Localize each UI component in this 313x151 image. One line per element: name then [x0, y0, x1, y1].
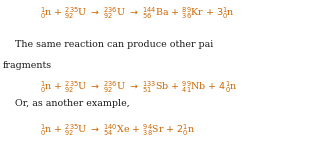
Text: The same reaction can produce other pai: The same reaction can produce other pai: [15, 40, 214, 49]
Text: $^{1}_{0}$n $+$ $^{235}_{92}$U $\rightarrow$ $^{140}_{54}$Xe $+$ $^{94}_{38}$Sr : $^{1}_{0}$n $+$ $^{235}_{92}$U $\rightar…: [40, 123, 195, 138]
Text: $^{1}_{0}$n $+$ $^{235}_{92}$U $\rightarrow$ $^{236}_{92}$U $\rightarrow$ $^{144: $^{1}_{0}$n $+$ $^{235}_{92}$U $\rightar…: [40, 6, 235, 21]
Text: Or, as another example,: Or, as another example,: [15, 99, 130, 108]
Text: $^{1}_{0}$n $+$ $^{235}_{92}$U $\rightarrow$ $^{236}_{92}$U $\rightarrow$ $^{133: $^{1}_{0}$n $+$ $^{235}_{92}$U $\rightar…: [40, 80, 238, 95]
Text: fragments: fragments: [3, 61, 52, 70]
